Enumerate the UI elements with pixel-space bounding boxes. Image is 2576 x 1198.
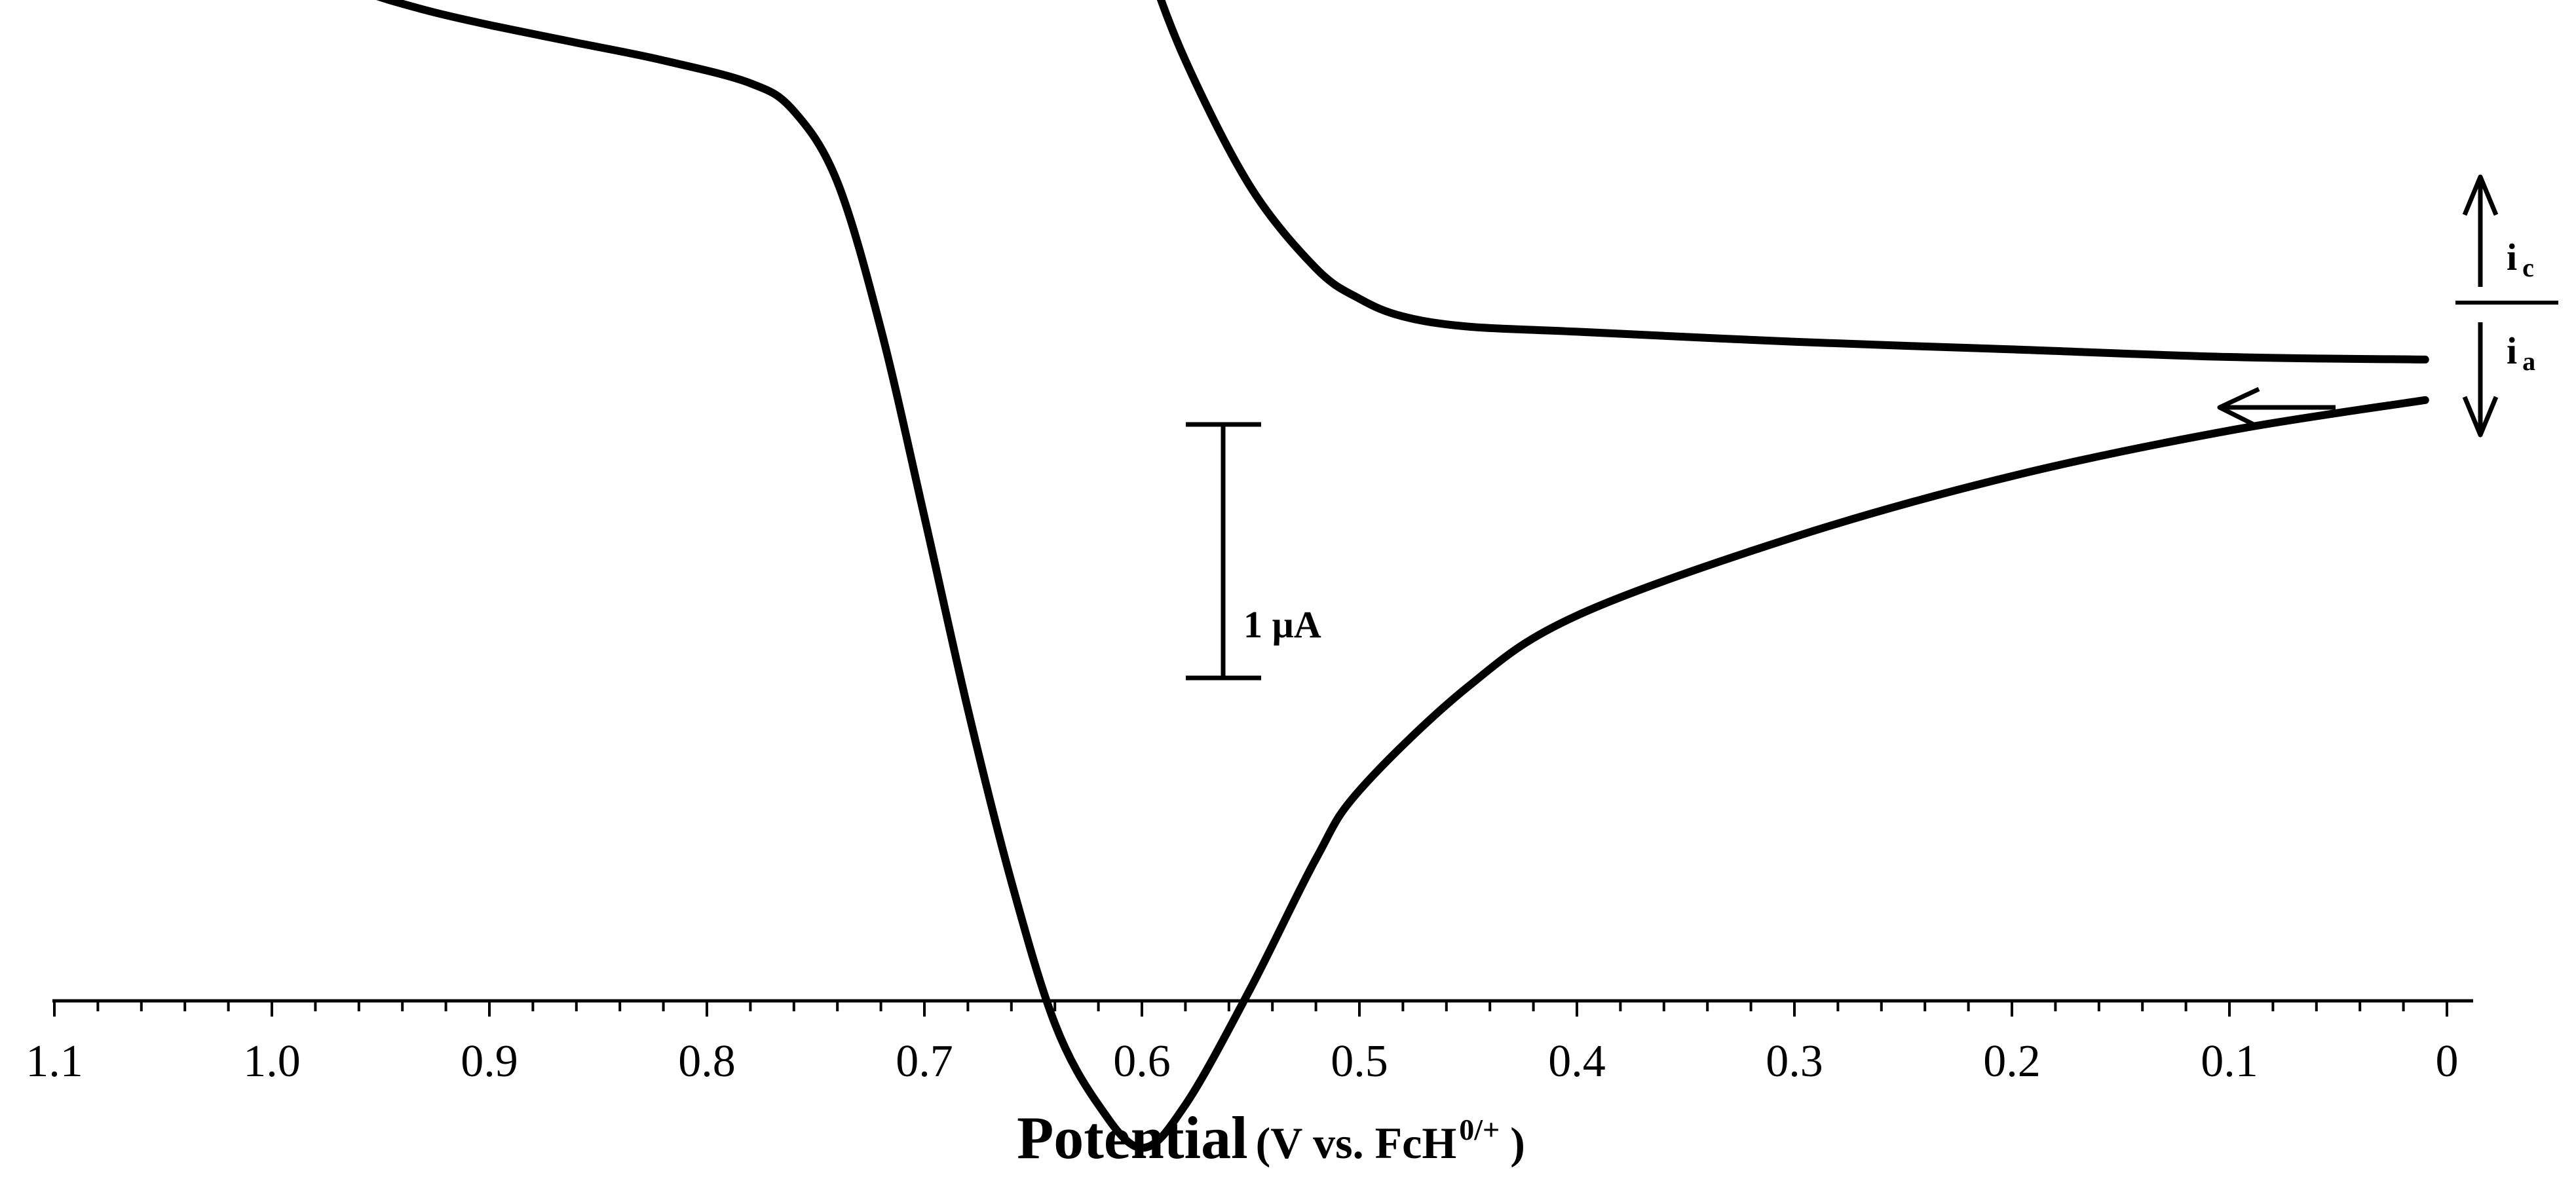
x-axis-title-main: Potential	[1017, 1104, 1248, 1171]
x-axis-title-unit: (V vs. FcH	[1256, 1118, 1457, 1168]
x-tick-label: 1.0	[243, 1036, 301, 1087]
x-axis-title-suffix: )	[1510, 1118, 1525, 1168]
x-tick-labels: 1.1 1.0 0.9 0.8 0.7 0.6 0.5 0.4 0.3 0.2 0.1 0	[26, 1036, 2458, 1087]
scale-bar: 1 µA	[1186, 422, 1321, 681]
x-tick-label: 0.3	[1766, 1036, 1823, 1087]
x-tick-label: 0.5	[1331, 1036, 1388, 1087]
x-tick-label: 0.6	[1113, 1036, 1171, 1087]
x-tick-label: 0.9	[461, 1036, 518, 1087]
x-tick-label: 0.2	[1983, 1036, 2041, 1087]
x-tick-label: 1.1	[26, 1036, 83, 1087]
cv-curve-cathodic-scan	[376, 0, 2429, 1152]
curve-group	[376, 0, 2429, 1152]
cv-curve-anodic-scan	[1156, 0, 2429, 364]
x-axis-title: Potential (V vs. FcH 0/+ )	[1017, 1104, 1525, 1171]
scan-direction-arrow	[2217, 386, 2336, 430]
x-axis-title-sup: 0/+	[1459, 1113, 1500, 1146]
x-tick-label: 0	[2436, 1036, 2459, 1087]
anodic-arrow-head	[2462, 396, 2499, 438]
x-tick-label: 0.7	[896, 1036, 953, 1087]
scale-bar-label: 1 µA	[1243, 603, 1321, 646]
x-axis	[52, 999, 2473, 1017]
x-tick-label: 0.1	[2201, 1036, 2258, 1087]
cathodic-arrow-head	[2462, 174, 2499, 216]
x-tick-label: 0.4	[1548, 1036, 1606, 1087]
x-tick-label: 0.8	[678, 1036, 736, 1087]
